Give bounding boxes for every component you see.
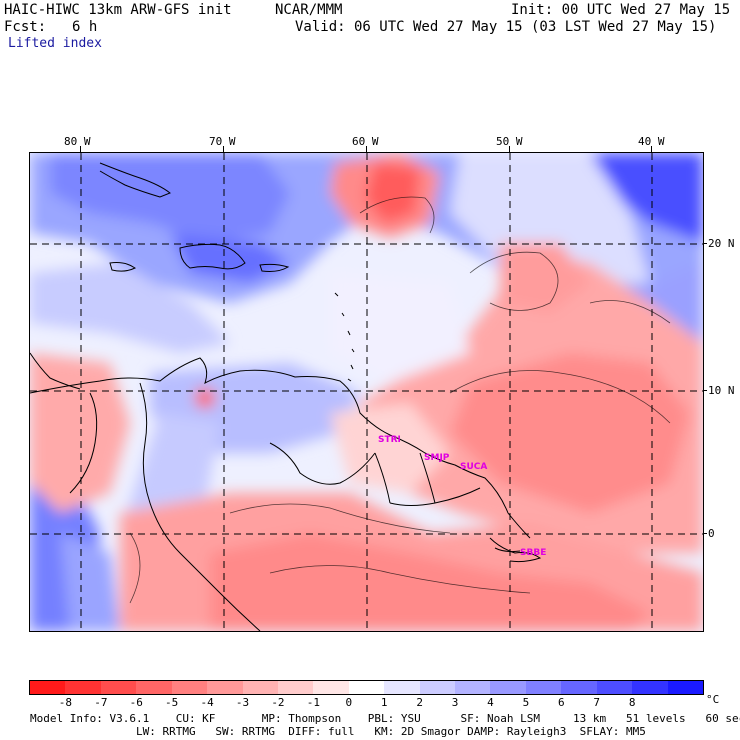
- colorbar: [29, 680, 704, 695]
- tick-40w: [651, 146, 652, 152]
- colorbar-cell: [561, 681, 597, 694]
- tick-80w: [80, 146, 81, 152]
- colorbar-tick-label: 2: [416, 696, 423, 709]
- model-info-line2: LW: RRTMG SW: RRTMG DIFF: full KM: 2D Sm…: [30, 725, 646, 738]
- city-label-sbbe: SBBE: [520, 548, 546, 558]
- lifted-index-map: STRI SMJP SUCA SBBE: [29, 152, 704, 632]
- isolines: [129, 196, 671, 604]
- colorbar-cell: [596, 681, 633, 694]
- tick-50w: [509, 146, 510, 152]
- valid-time: Valid: 06 UTC Wed 27 May 15 (03 LST Wed …: [295, 19, 717, 35]
- colorbar-unit: °C: [706, 693, 720, 706]
- colorbar-cell: [136, 681, 172, 694]
- model-title: HAIC-HIWC 13km ARW-GFS init: [4, 2, 232, 18]
- colorbar-tick-label: 6: [558, 696, 565, 709]
- colorbar-cell: [455, 681, 491, 694]
- center-label: NCAR/MMM: [275, 2, 343, 18]
- lat-label-10n: 10 N: [708, 384, 735, 397]
- lat-label-20n: 20 N: [708, 237, 735, 250]
- colorbar-cell: [171, 681, 208, 694]
- colorbar-cell: [242, 681, 278, 694]
- colorbar-cell: [667, 681, 704, 694]
- coastlines: [30, 162, 542, 631]
- colorbar-tick-label: 1: [380, 696, 388, 709]
- colorbar-tick-label: 7: [593, 696, 601, 709]
- colorbar-cell: [30, 681, 66, 694]
- colorbar-tick-label: 5: [522, 696, 530, 709]
- tick-70w: [223, 146, 224, 152]
- colorbar-tick-label: -1: [306, 696, 320, 709]
- colorbar-cell: [632, 681, 668, 694]
- tick-60w: [366, 146, 367, 152]
- city-label-smjp: SMJP: [424, 453, 450, 463]
- colorbar-tick-label: -7: [94, 696, 108, 709]
- forecast-hour: 6 h: [72, 19, 98, 35]
- tick-10n: [702, 390, 707, 391]
- lon-label-50w: 50 W: [496, 135, 523, 148]
- lon-label-40w: 40 W: [638, 135, 665, 148]
- colorbar-cell: [419, 681, 456, 694]
- colorbar-tick-label: -5: [165, 696, 179, 709]
- colorbar-cell: [100, 681, 137, 694]
- lon-label-70w: 70 W: [209, 135, 236, 148]
- lon-label-80w: 80 W: [64, 135, 91, 148]
- lifted-index-field: [30, 153, 703, 631]
- colorbar-cell: [348, 681, 385, 694]
- colorbar-cell: [525, 681, 562, 694]
- colorbar-tick-label: 3: [451, 696, 459, 709]
- field-name: Lifted index: [8, 36, 102, 51]
- lon-label-60w: 60 W: [352, 135, 379, 148]
- colorbar-tick-label: -4: [200, 696, 214, 709]
- colorbar-cell: [384, 681, 420, 694]
- tick-20n: [702, 243, 707, 244]
- colorbar-tick-label: 0: [345, 696, 353, 709]
- city-label-stri: STRI: [378, 435, 401, 445]
- model-info-line1: Model Info: V3.6.1 CU: KF MP: Thompson P…: [30, 712, 740, 725]
- colorbar-tick-label: -8: [58, 696, 73, 709]
- city-label-suca: SUCA: [460, 462, 487, 472]
- colorbar-cell: [490, 681, 526, 694]
- colorbar-tick-label: -2: [271, 696, 285, 709]
- colorbar-cell: [207, 681, 243, 694]
- tick-0: [702, 533, 707, 534]
- colorbar-cell: [313, 681, 349, 694]
- colorbar-tick-label: 8: [628, 696, 636, 709]
- map-svg: STRI SMJP SUCA SBBE: [30, 153, 703, 631]
- init-time: Init: 00 UTC Wed 27 May 15: [511, 2, 731, 18]
- lat-label-0: 0: [708, 527, 715, 540]
- colorbar-tick-label: -6: [129, 696, 143, 709]
- colorbar-cell: [65, 681, 101, 694]
- colorbar-cell: [277, 681, 314, 694]
- forecast-label: Fcst:: [4, 19, 47, 35]
- colorbar-tick-label: -3: [235, 696, 250, 709]
- colorbar-tick-label: 4: [487, 696, 494, 709]
